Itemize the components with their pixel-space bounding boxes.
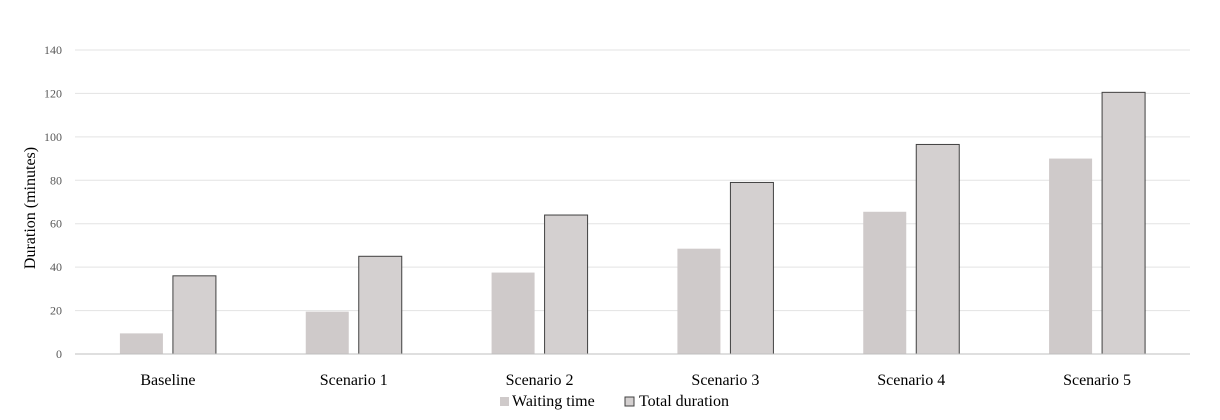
bar-total-duration-baseline — [172, 275, 217, 355]
bar-total-duration-scenario-5 — [1101, 91, 1146, 355]
x-tick-scenario-1: Scenario 1 — [320, 372, 388, 389]
y-axis-title: Duration (minutes) — [22, 147, 39, 269]
bar-waiting-time-scenario-3 — [677, 248, 721, 354]
x-tick-baseline: Baseline — [140, 372, 195, 389]
bar-waiting-time-scenario-1 — [305, 311, 349, 354]
x-tick-scenario-4: Scenario 4 — [877, 372, 945, 389]
bar-waiting-time-scenario-2 — [491, 272, 535, 354]
category-labels: Baseline Scenario 1 Scenario 2 Scenario 3 Sc… — [140, 372, 1131, 389]
y-tick-0: 0 — [56, 347, 62, 361]
y-tick-20: 20 — [50, 304, 62, 318]
legend-label-waiting-time: Waiting time — [512, 393, 595, 410]
legend: Waiting time Total duration — [500, 393, 729, 410]
bar-total-duration-scenario-1 — [358, 255, 403, 355]
bar-total-duration-scenario-4 — [915, 143, 960, 355]
bar-waiting-time-scenario-4 — [863, 211, 907, 354]
y-tick-120: 120 — [44, 86, 62, 100]
x-tick-scenario-3: Scenario 3 — [691, 372, 759, 389]
y-tick-100: 100 — [44, 130, 62, 144]
y-tick-40: 40 — [50, 260, 62, 274]
bars — [119, 91, 1146, 355]
bar-waiting-time-scenario-5 — [1049, 158, 1093, 354]
y-tick-labels: 0 20 40 60 80 100 120 140 — [44, 43, 62, 361]
legend-label-total-duration: Total duration — [639, 393, 729, 410]
bar-total-duration-scenario-2 — [544, 214, 589, 355]
y-tick-80: 80 — [50, 173, 62, 187]
bar-total-duration-scenario-3 — [729, 181, 774, 355]
bar-waiting-time-baseline — [119, 333, 163, 354]
gridlines — [75, 49, 1190, 312]
legend-swatch-waiting-time — [500, 397, 509, 406]
x-tick-scenario-2: Scenario 2 — [506, 372, 574, 389]
x-tick-scenario-5: Scenario 5 — [1063, 372, 1131, 389]
y-tick-140: 140 — [44, 43, 62, 57]
legend-swatch-total-duration — [624, 396, 635, 407]
y-tick-60: 60 — [50, 217, 62, 231]
